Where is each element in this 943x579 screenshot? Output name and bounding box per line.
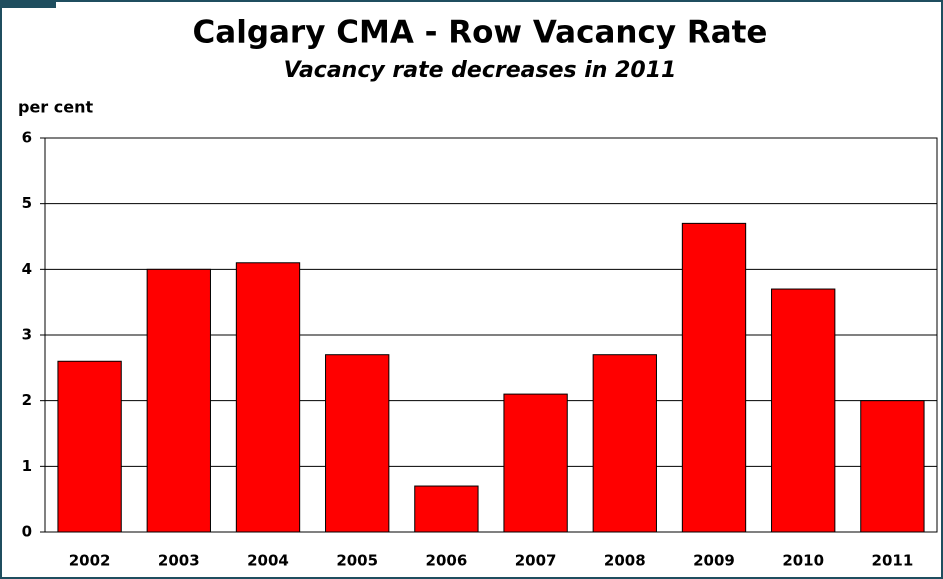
corner-tab [0,0,56,8]
y-tick-label: 1 [22,457,32,475]
y-tick-label: 4 [22,260,32,278]
y-tick-label: 3 [22,326,32,344]
bar [146,268,211,533]
x-tick-label: 2009 [693,552,735,570]
x-tick-label: 2008 [604,552,646,570]
x-tick-label: 2010 [782,552,824,570]
bar [860,400,925,533]
bar [325,354,390,533]
chart-subtitle: Vacancy rate decreases in 2011 [284,58,677,83]
x-tick-label: 2003 [158,552,200,570]
chart-title: Calgary CMA - Row Vacancy Rate [193,15,768,51]
y-axis-label: per cent [18,98,93,117]
bar [771,288,836,533]
bar [592,354,657,533]
x-tick-label: 2006 [426,552,468,570]
bar [503,393,568,533]
y-tick-label: 6 [22,129,32,147]
x-tick-label: 2002 [69,552,111,570]
y-tick-label: 0 [22,523,32,541]
bar [414,485,479,533]
x-tick-label: 2007 [515,552,557,570]
x-tick-label: 2004 [247,552,289,570]
x-tick-label: 2005 [336,552,378,570]
bar [57,360,122,533]
y-tick-label: 2 [22,391,32,409]
x-tick-label: 2011 [872,552,914,570]
y-tick-label: 5 [22,194,32,212]
bar [235,262,301,533]
bar [681,222,747,533]
